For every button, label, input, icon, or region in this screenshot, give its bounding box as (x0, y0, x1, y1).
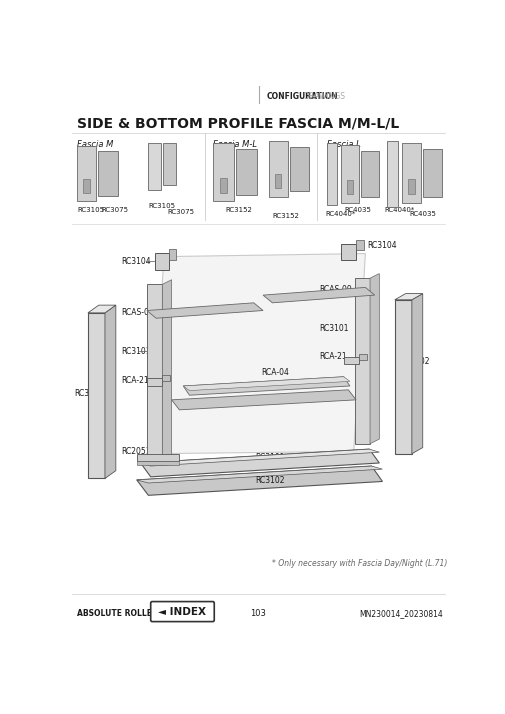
Polygon shape (137, 466, 382, 496)
Text: H50-10: H50-10 (256, 397, 283, 406)
Bar (88, 313, 105, 478)
Bar (356, 240, 364, 251)
Bar (395, 300, 412, 453)
Text: RCA-04: RCA-04 (261, 368, 289, 376)
Polygon shape (162, 280, 172, 461)
Bar (402, 144, 421, 203)
Bar (423, 149, 442, 198)
Bar (77, 146, 96, 201)
Text: RC4035: RC4035 (344, 207, 371, 213)
Polygon shape (172, 390, 356, 410)
Bar (162, 375, 170, 381)
Text: ◄ INDEX: ◄ INDEX (159, 607, 207, 617)
Text: Fascia L: Fascia L (327, 139, 361, 149)
Polygon shape (412, 293, 423, 453)
Text: RCAS-09-75: RCAS-09-75 (319, 285, 364, 294)
FancyBboxPatch shape (150, 602, 214, 622)
Bar (359, 353, 367, 360)
Text: MN230014_20230814: MN230014_20230814 (359, 608, 443, 618)
Text: RC2051: RC2051 (121, 447, 151, 456)
Text: RCAS-09-75: RCAS-09-75 (121, 308, 167, 317)
Bar (163, 144, 176, 185)
Text: RC4040*: RC4040* (385, 207, 415, 213)
Text: RCA-21: RCA-21 (121, 376, 149, 385)
Bar (155, 253, 169, 270)
Text: RC4040*: RC4040* (325, 211, 356, 217)
Polygon shape (183, 377, 350, 391)
Text: RC3075: RC3075 (102, 207, 129, 213)
Bar (98, 151, 118, 196)
Text: RC3104: RC3104 (368, 241, 397, 251)
Polygon shape (152, 253, 366, 453)
Bar (148, 144, 161, 190)
Text: RC3105: RC3105 (77, 207, 104, 213)
Text: RC3152: RC3152 (272, 213, 299, 218)
Bar (220, 178, 227, 193)
Bar (213, 144, 234, 201)
Text: RC3152: RC3152 (226, 207, 252, 213)
Bar (408, 179, 415, 194)
Polygon shape (263, 288, 375, 303)
Text: RC3101: RC3101 (256, 453, 285, 462)
Polygon shape (137, 466, 382, 483)
Bar (147, 284, 162, 461)
Polygon shape (370, 273, 379, 443)
Polygon shape (105, 305, 116, 478)
Text: CONFIGURATION: CONFIGURATION (267, 92, 338, 101)
Bar (147, 378, 162, 386)
Bar (340, 243, 356, 261)
Bar (236, 149, 257, 196)
Polygon shape (183, 377, 350, 396)
Text: RC3104: RC3104 (121, 257, 151, 266)
Bar (83, 179, 90, 193)
Bar (137, 453, 179, 461)
Text: ABSOLUTE ROLLER BLIND 2.0: ABSOLUTE ROLLER BLIND 2.0 (77, 608, 203, 618)
Polygon shape (395, 293, 423, 300)
Bar (355, 278, 370, 443)
Polygon shape (88, 305, 116, 313)
Bar (137, 461, 179, 466)
Polygon shape (140, 449, 379, 477)
Text: 103: 103 (250, 608, 266, 618)
Bar (169, 249, 176, 260)
Text: RC4035: RC4035 (410, 211, 436, 217)
Text: RC3101: RC3101 (121, 347, 151, 356)
Text: RCA-21: RCA-21 (319, 352, 346, 361)
Text: RC3102: RC3102 (400, 357, 430, 366)
Bar (361, 151, 379, 197)
Text: RC3105: RC3105 (148, 203, 175, 209)
Bar (269, 141, 288, 196)
Polygon shape (147, 303, 263, 318)
Text: RC3102: RC3102 (256, 476, 285, 486)
Bar (346, 180, 352, 194)
Text: RC3101: RC3101 (319, 323, 348, 333)
Bar (275, 174, 281, 188)
Polygon shape (140, 449, 379, 466)
Text: * Only necessary with Fascia Day/Night (L.71): * Only necessary with Fascia Day/Night (… (272, 558, 448, 568)
Bar (340, 145, 359, 203)
Text: RC3102: RC3102 (74, 389, 104, 398)
Bar (327, 144, 337, 205)
Bar (387, 141, 398, 206)
Text: RC3075: RC3075 (168, 209, 195, 215)
Text: DRAWINGS: DRAWINGS (304, 92, 345, 101)
Text: Fascia M-L: Fascia M-L (213, 139, 257, 149)
Text: Fascia M: Fascia M (77, 139, 114, 149)
Bar (290, 146, 309, 191)
Text: SIDE & BOTTOM PROFILE FASCIA M/M-L/L: SIDE & BOTTOM PROFILE FASCIA M/M-L/L (77, 116, 399, 131)
Bar (344, 357, 359, 364)
